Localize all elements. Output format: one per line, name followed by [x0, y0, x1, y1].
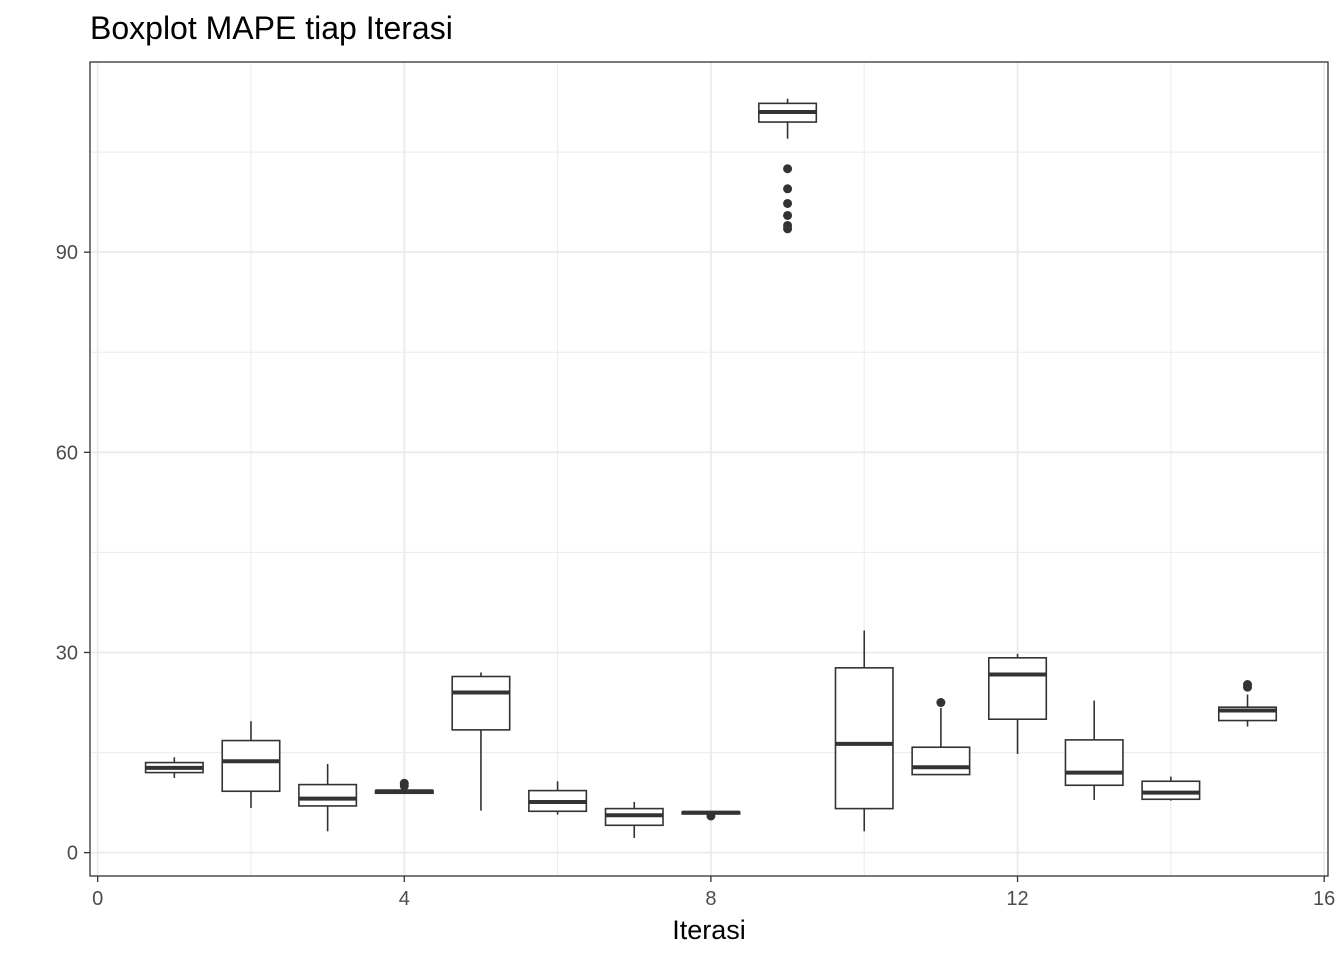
x-tick-label: 8 [705, 888, 716, 910]
axes: 0 4 8 12 16 0 30 60 90 [56, 242, 1336, 910]
outlier-point [783, 210, 793, 220]
box-iter-11 [911, 698, 971, 776]
box-iter-15 [1217, 680, 1278, 727]
box-body [221, 739, 281, 793]
y-tick-label: 30 [56, 642, 78, 664]
box-body [987, 657, 1048, 721]
box-body [1141, 780, 1201, 801]
outlier-point [399, 778, 409, 788]
x-tick-label: 0 [92, 888, 103, 910]
box-body [1064, 739, 1124, 787]
box-iter-1 [144, 757, 204, 778]
box-body [834, 667, 894, 810]
box-iter-12 [987, 653, 1048, 754]
x-tick-label: 4 [399, 888, 410, 910]
box-iter-3 [298, 763, 358, 832]
box-iter-4 [374, 778, 434, 795]
box-body [911, 746, 971, 776]
box-iter-9 [758, 98, 818, 234]
grid-lines [90, 62, 1328, 876]
box-body [298, 783, 358, 807]
outlier-point [783, 198, 793, 208]
box-iter-2 [221, 721, 281, 808]
box-iter-6 [528, 781, 588, 815]
box-iter-13 [1064, 700, 1124, 800]
outlier-point [783, 164, 793, 174]
outlier-point [783, 224, 793, 234]
box-iter-10 [834, 630, 894, 832]
x-tick-label: 16 [1313, 888, 1335, 910]
outlier-point [783, 184, 793, 194]
box-body [451, 675, 511, 731]
outlier-point [706, 811, 716, 821]
outlier-point [1243, 680, 1253, 690]
box-iter-5 [451, 672, 511, 811]
y-tick-label: 0 [67, 843, 78, 865]
chart-title: Boxplot MAPE tiap Iterasi [90, 10, 453, 46]
x-tick-label: 12 [1006, 888, 1028, 910]
x-axis-title: Iterasi [672, 915, 746, 945]
outlier-point [936, 698, 946, 708]
plot-panel-border [89, 61, 1329, 877]
box-series [144, 98, 1278, 838]
box-iter-7 [604, 801, 664, 838]
box-iter-8 [681, 810, 741, 821]
y-tick-label: 90 [56, 242, 78, 264]
box-iter-14 [1141, 776, 1201, 801]
y-tick-label: 60 [56, 442, 78, 464]
